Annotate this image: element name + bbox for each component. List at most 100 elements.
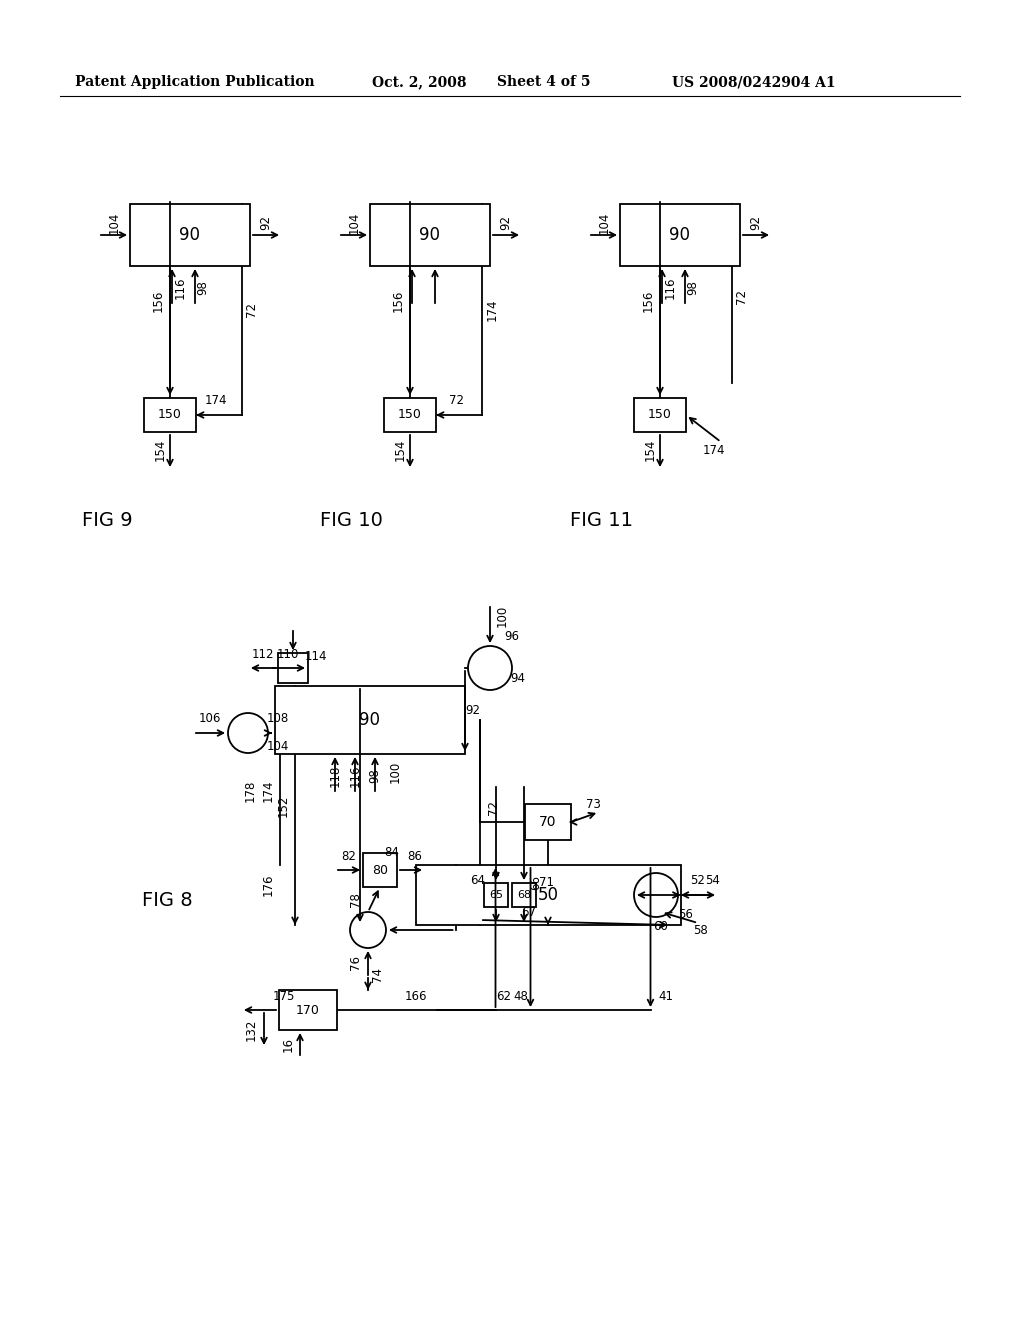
Bar xyxy=(278,653,308,682)
Text: FIG 8: FIG 8 xyxy=(142,891,193,909)
Text: 154: 154 xyxy=(154,438,167,461)
Text: 112: 112 xyxy=(252,648,274,660)
Text: 71: 71 xyxy=(539,876,554,890)
Text: 100: 100 xyxy=(388,760,401,783)
Text: 116: 116 xyxy=(348,764,361,787)
Bar xyxy=(525,804,571,840)
Bar xyxy=(384,399,436,432)
Text: 65: 65 xyxy=(489,890,503,900)
Text: 48: 48 xyxy=(513,990,528,1002)
Bar xyxy=(362,853,397,887)
Text: 174: 174 xyxy=(205,395,227,408)
Circle shape xyxy=(350,912,386,948)
Text: FIG 10: FIG 10 xyxy=(319,511,383,529)
Text: 72: 72 xyxy=(735,289,749,304)
Text: 90: 90 xyxy=(179,226,201,244)
Circle shape xyxy=(468,645,512,690)
Text: 104: 104 xyxy=(267,741,289,754)
Text: 150: 150 xyxy=(398,408,422,421)
Text: 154: 154 xyxy=(643,438,656,461)
Text: 154: 154 xyxy=(393,438,407,461)
Text: 58: 58 xyxy=(692,924,708,936)
Text: 92: 92 xyxy=(259,215,272,231)
Text: 170: 170 xyxy=(296,1003,319,1016)
Text: 92: 92 xyxy=(466,704,480,717)
Text: 118: 118 xyxy=(329,764,341,787)
Text: 104: 104 xyxy=(108,211,121,234)
Text: 156: 156 xyxy=(152,290,165,313)
Text: Sheet 4 of 5: Sheet 4 of 5 xyxy=(497,75,591,88)
Text: 100: 100 xyxy=(496,605,509,627)
Text: 76: 76 xyxy=(349,956,362,970)
Text: 94: 94 xyxy=(511,672,525,685)
Text: 114: 114 xyxy=(305,649,328,663)
Text: 98: 98 xyxy=(197,281,210,296)
Text: Oct. 2, 2008: Oct. 2, 2008 xyxy=(372,75,467,88)
Text: Patent Application Publication: Patent Application Publication xyxy=(75,75,314,88)
Text: 175: 175 xyxy=(272,990,295,1002)
Text: 96: 96 xyxy=(505,630,519,643)
Text: 90: 90 xyxy=(670,226,690,244)
Text: 54: 54 xyxy=(706,874,721,887)
Text: US 2008/0242904 A1: US 2008/0242904 A1 xyxy=(672,75,836,88)
Text: 98: 98 xyxy=(369,768,382,784)
Text: 166: 166 xyxy=(406,990,427,1002)
Text: 108: 108 xyxy=(267,713,289,726)
Text: 106: 106 xyxy=(199,713,221,726)
Text: 72: 72 xyxy=(486,800,500,814)
Text: 82: 82 xyxy=(342,850,356,862)
Text: 41: 41 xyxy=(658,990,673,1002)
Text: 150: 150 xyxy=(158,408,182,421)
Text: 52: 52 xyxy=(690,874,706,887)
Bar xyxy=(416,865,681,925)
Bar xyxy=(279,990,337,1030)
Text: 16: 16 xyxy=(282,1036,295,1052)
Text: 74: 74 xyxy=(372,966,384,982)
Text: 80: 80 xyxy=(372,863,388,876)
Text: 62: 62 xyxy=(496,990,511,1002)
Text: 90: 90 xyxy=(420,226,440,244)
Bar xyxy=(370,205,490,267)
Text: 156: 156 xyxy=(641,290,654,313)
Text: 174: 174 xyxy=(261,779,274,801)
Text: 174: 174 xyxy=(702,444,725,457)
Text: 73: 73 xyxy=(586,797,600,810)
Text: 67: 67 xyxy=(521,907,537,920)
Text: 176: 176 xyxy=(261,874,274,896)
Bar xyxy=(484,883,508,907)
Bar xyxy=(512,883,536,907)
Text: 86: 86 xyxy=(408,850,423,862)
Text: 84: 84 xyxy=(385,846,399,858)
Circle shape xyxy=(634,873,678,917)
Text: 110: 110 xyxy=(276,648,299,660)
Text: 116: 116 xyxy=(664,277,677,300)
Text: FIG 9: FIG 9 xyxy=(82,511,133,529)
Text: 150: 150 xyxy=(648,408,672,421)
Bar xyxy=(144,399,196,432)
Text: 152: 152 xyxy=(276,795,290,817)
Text: 174: 174 xyxy=(485,298,499,321)
Text: 64: 64 xyxy=(470,874,485,887)
Text: 90: 90 xyxy=(359,711,381,729)
Text: 78: 78 xyxy=(349,892,362,907)
Text: 72: 72 xyxy=(449,395,464,408)
Text: 50: 50 xyxy=(538,886,558,904)
Bar xyxy=(634,399,686,432)
Text: 116: 116 xyxy=(173,277,186,300)
Bar xyxy=(275,686,465,754)
Text: 104: 104 xyxy=(347,211,360,234)
Text: 72: 72 xyxy=(246,302,258,317)
Text: 66: 66 xyxy=(529,875,543,890)
Text: 178: 178 xyxy=(244,779,256,801)
Text: 70: 70 xyxy=(540,814,557,829)
Circle shape xyxy=(228,713,268,752)
Text: 60: 60 xyxy=(653,920,669,933)
Text: 92: 92 xyxy=(500,215,512,231)
Text: 56: 56 xyxy=(679,908,693,921)
Text: 92: 92 xyxy=(750,215,763,231)
Bar xyxy=(130,205,250,267)
Text: 156: 156 xyxy=(391,290,404,313)
Text: FIG 11: FIG 11 xyxy=(570,511,633,529)
Text: 104: 104 xyxy=(597,211,610,234)
Text: 132: 132 xyxy=(245,1019,257,1041)
